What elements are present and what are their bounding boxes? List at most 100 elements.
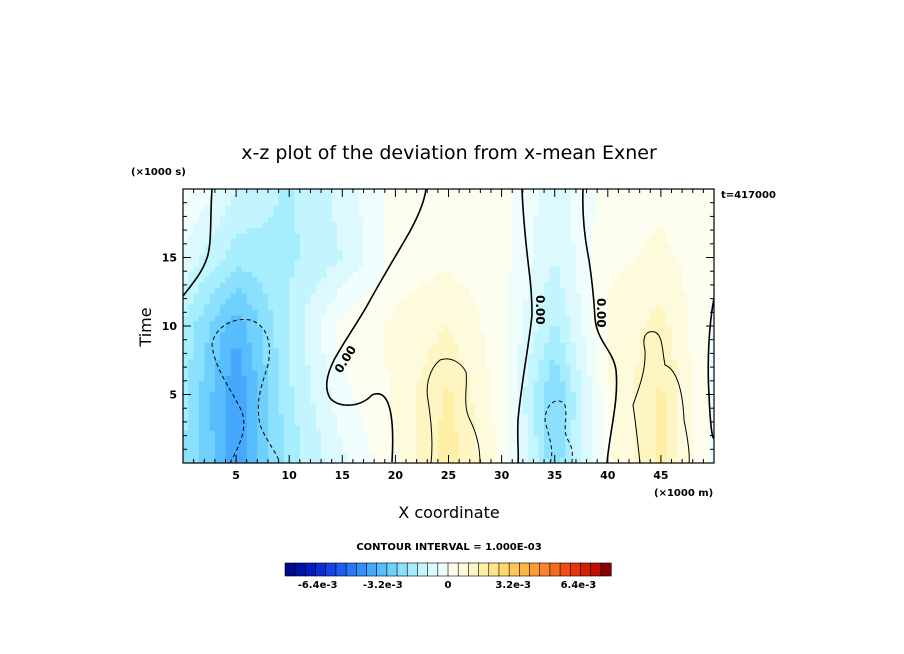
field-cell	[692, 210, 699, 217]
field-cell	[326, 402, 333, 409]
field-cell	[597, 216, 604, 223]
field-cell	[310, 271, 317, 278]
field-cell	[575, 326, 582, 333]
field-cell	[352, 243, 359, 250]
field-cell	[533, 221, 540, 228]
field-cell	[289, 402, 296, 409]
field-cell	[575, 369, 582, 376]
field-cell	[331, 375, 338, 382]
field-cell	[607, 347, 614, 354]
field-cell	[246, 260, 253, 267]
field-cell	[390, 364, 396, 371]
field-cell	[655, 205, 662, 212]
field-cell	[198, 254, 205, 261]
field-cell	[198, 386, 205, 393]
field-cell	[379, 336, 386, 344]
field-cell	[416, 216, 423, 223]
field-cell	[597, 413, 604, 420]
field-cell	[671, 358, 678, 365]
field-cell	[214, 210, 221, 217]
field-cell	[459, 364, 466, 371]
field-cell	[650, 189, 657, 196]
field-cell	[241, 287, 248, 294]
field-cell	[544, 287, 550, 294]
field-cell	[533, 189, 540, 196]
field-cell	[416, 271, 423, 278]
field-cell	[411, 391, 418, 398]
field-cell	[538, 347, 545, 354]
field-cell	[363, 298, 370, 305]
field-cell	[416, 336, 423, 344]
field-cell	[358, 315, 365, 322]
field-cell	[299, 227, 306, 234]
field-cell	[586, 221, 593, 228]
field-cell	[267, 205, 274, 212]
field-cell	[352, 287, 359, 294]
field-cell	[453, 293, 460, 300]
field-cell	[315, 265, 322, 272]
field-cell	[655, 364, 662, 371]
field-cell	[623, 326, 630, 333]
field-cell	[607, 210, 614, 217]
field-cell	[602, 298, 609, 305]
field-cell	[554, 304, 561, 311]
field-cell	[538, 452, 545, 459]
field-cell	[591, 419, 598, 426]
field-cell	[634, 276, 641, 283]
field-cell	[682, 441, 689, 448]
field-cell	[544, 189, 550, 196]
field-cell	[209, 315, 216, 322]
field-cell	[198, 238, 205, 245]
field-cell	[629, 353, 635, 360]
field-cell	[581, 419, 588, 426]
field-cell	[395, 336, 402, 344]
field-cell	[400, 216, 407, 223]
field-cell	[363, 238, 370, 245]
field-cell	[209, 298, 216, 305]
field-cell	[687, 260, 694, 267]
field-cell	[682, 309, 689, 316]
field-cell	[469, 298, 476, 305]
field-cell	[336, 457, 343, 463]
field-cell	[395, 326, 402, 333]
field-cell	[490, 331, 497, 338]
field-cell	[363, 210, 370, 217]
field-cell	[246, 221, 253, 228]
field-cell	[639, 298, 646, 305]
field-cell	[406, 342, 412, 349]
field-cell	[336, 221, 343, 228]
field-cell	[533, 243, 540, 250]
field-cell	[384, 205, 391, 212]
field-cell	[198, 419, 205, 426]
field-cell	[321, 430, 327, 437]
field-cell	[352, 408, 359, 415]
field-cell	[469, 342, 476, 349]
field-cell	[214, 260, 221, 267]
field-cell	[289, 347, 296, 354]
field-cell	[273, 419, 280, 426]
field-cell	[198, 408, 205, 415]
field-cell	[209, 309, 216, 316]
field-cell	[597, 238, 604, 245]
field-cell	[618, 315, 625, 322]
field-cell	[517, 298, 524, 305]
field-cell	[464, 419, 471, 426]
field-cell	[236, 364, 243, 371]
field-cell	[310, 199, 317, 207]
field-cell	[246, 210, 253, 217]
field-cell	[522, 369, 529, 376]
field-cell	[241, 194, 248, 201]
field-cell	[506, 315, 513, 322]
field-cell	[209, 293, 216, 300]
field-cell	[570, 413, 577, 420]
field-cell	[602, 364, 609, 371]
field-cell	[698, 298, 704, 305]
field-cell	[310, 194, 317, 201]
field-cell	[368, 249, 375, 256]
field-cell	[310, 298, 317, 305]
field-cell	[331, 298, 338, 305]
field-cell	[236, 435, 243, 442]
field-cell	[273, 309, 280, 316]
field-cell	[639, 260, 646, 267]
field-cell	[273, 413, 280, 420]
